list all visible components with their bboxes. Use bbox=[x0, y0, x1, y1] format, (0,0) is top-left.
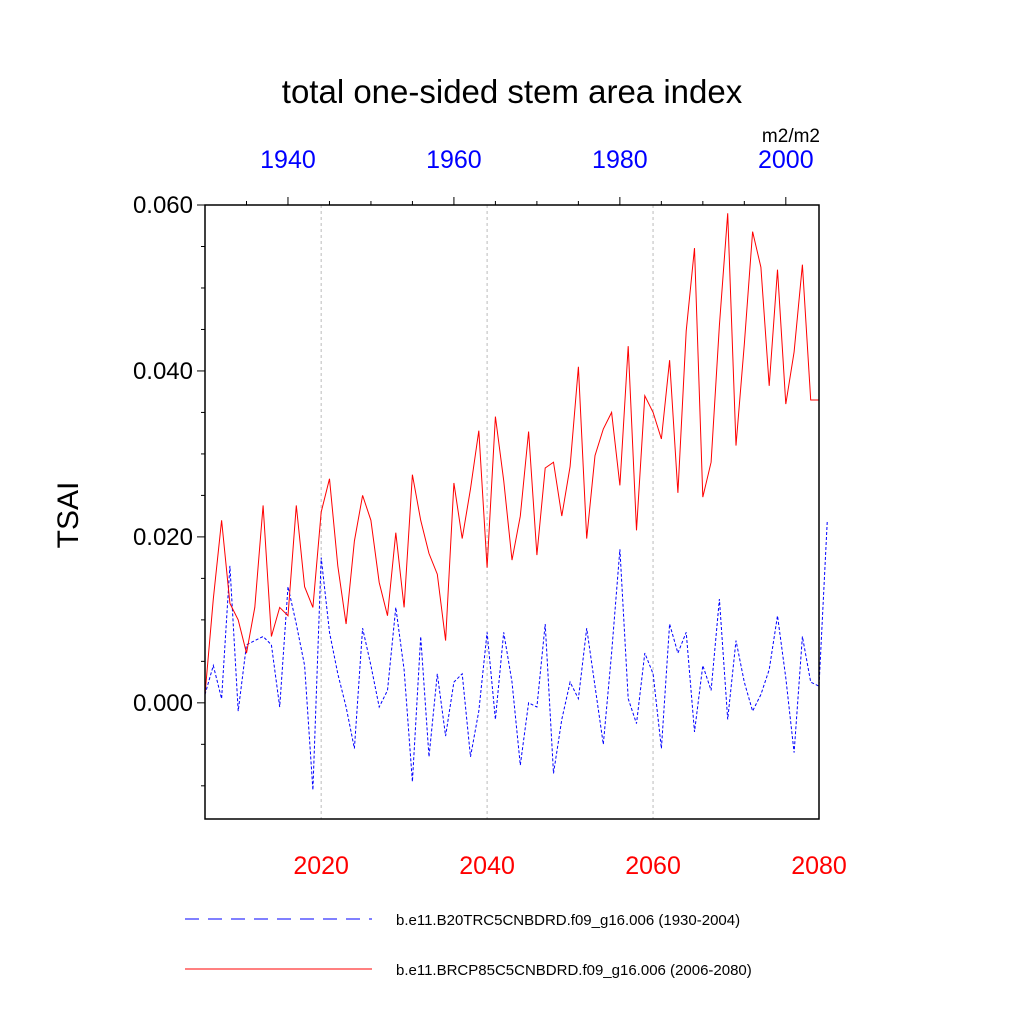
x-top-tick-label: 1940 bbox=[260, 146, 316, 174]
x-bottom-tick-label: 2020 bbox=[293, 852, 349, 880]
plot-frame bbox=[204, 204, 820, 820]
gridlines bbox=[320, 205, 654, 819]
x-bottom-tick-labels: 2020 2040 2060 2080 bbox=[293, 852, 846, 880]
legend: b.e11.B20TRC5CNBDRD.f09_g16.006 (1930-20… bbox=[185, 912, 752, 979]
x-top-tick-labels: 1940 1960 1980 2000 bbox=[260, 146, 813, 174]
y-tick-label: 0.060 bbox=[133, 192, 193, 219]
y-tick-label: 0.020 bbox=[133, 524, 193, 551]
x-bottom-tick-label: 2060 bbox=[625, 852, 681, 880]
y-axis-label: TSAI bbox=[52, 482, 85, 549]
legend-label-rcp85: b.e11.BRCP85C5CNBDRD.f09_g16.006 (2006-2… bbox=[396, 962, 752, 979]
series-line-rcp85 bbox=[204, 213, 819, 695]
legend-label-historical: b.e11.B20TRC5CNBDRD.f09_g16.006 (1930-20… bbox=[396, 912, 740, 929]
y-tick-label: 0.000 bbox=[133, 690, 193, 717]
y-tick-label: 0.040 bbox=[133, 358, 193, 385]
x-bottom-tick-label: 2040 bbox=[459, 852, 515, 880]
series-layer bbox=[204, 213, 828, 791]
y-tick-labels: 0.000 0.020 0.040 0.060 bbox=[133, 192, 193, 717]
x-top-tick-label: 1980 bbox=[592, 146, 648, 174]
chart-title: total one-sided stem area index bbox=[282, 73, 743, 110]
x-bottom-tick-label: 2080 bbox=[791, 852, 847, 880]
x-top-tick-label: 2000 bbox=[758, 146, 814, 174]
units-label: m2/m2 bbox=[762, 126, 820, 147]
series-line-historical bbox=[204, 520, 828, 791]
x-top-tick-label: 1960 bbox=[426, 146, 482, 174]
